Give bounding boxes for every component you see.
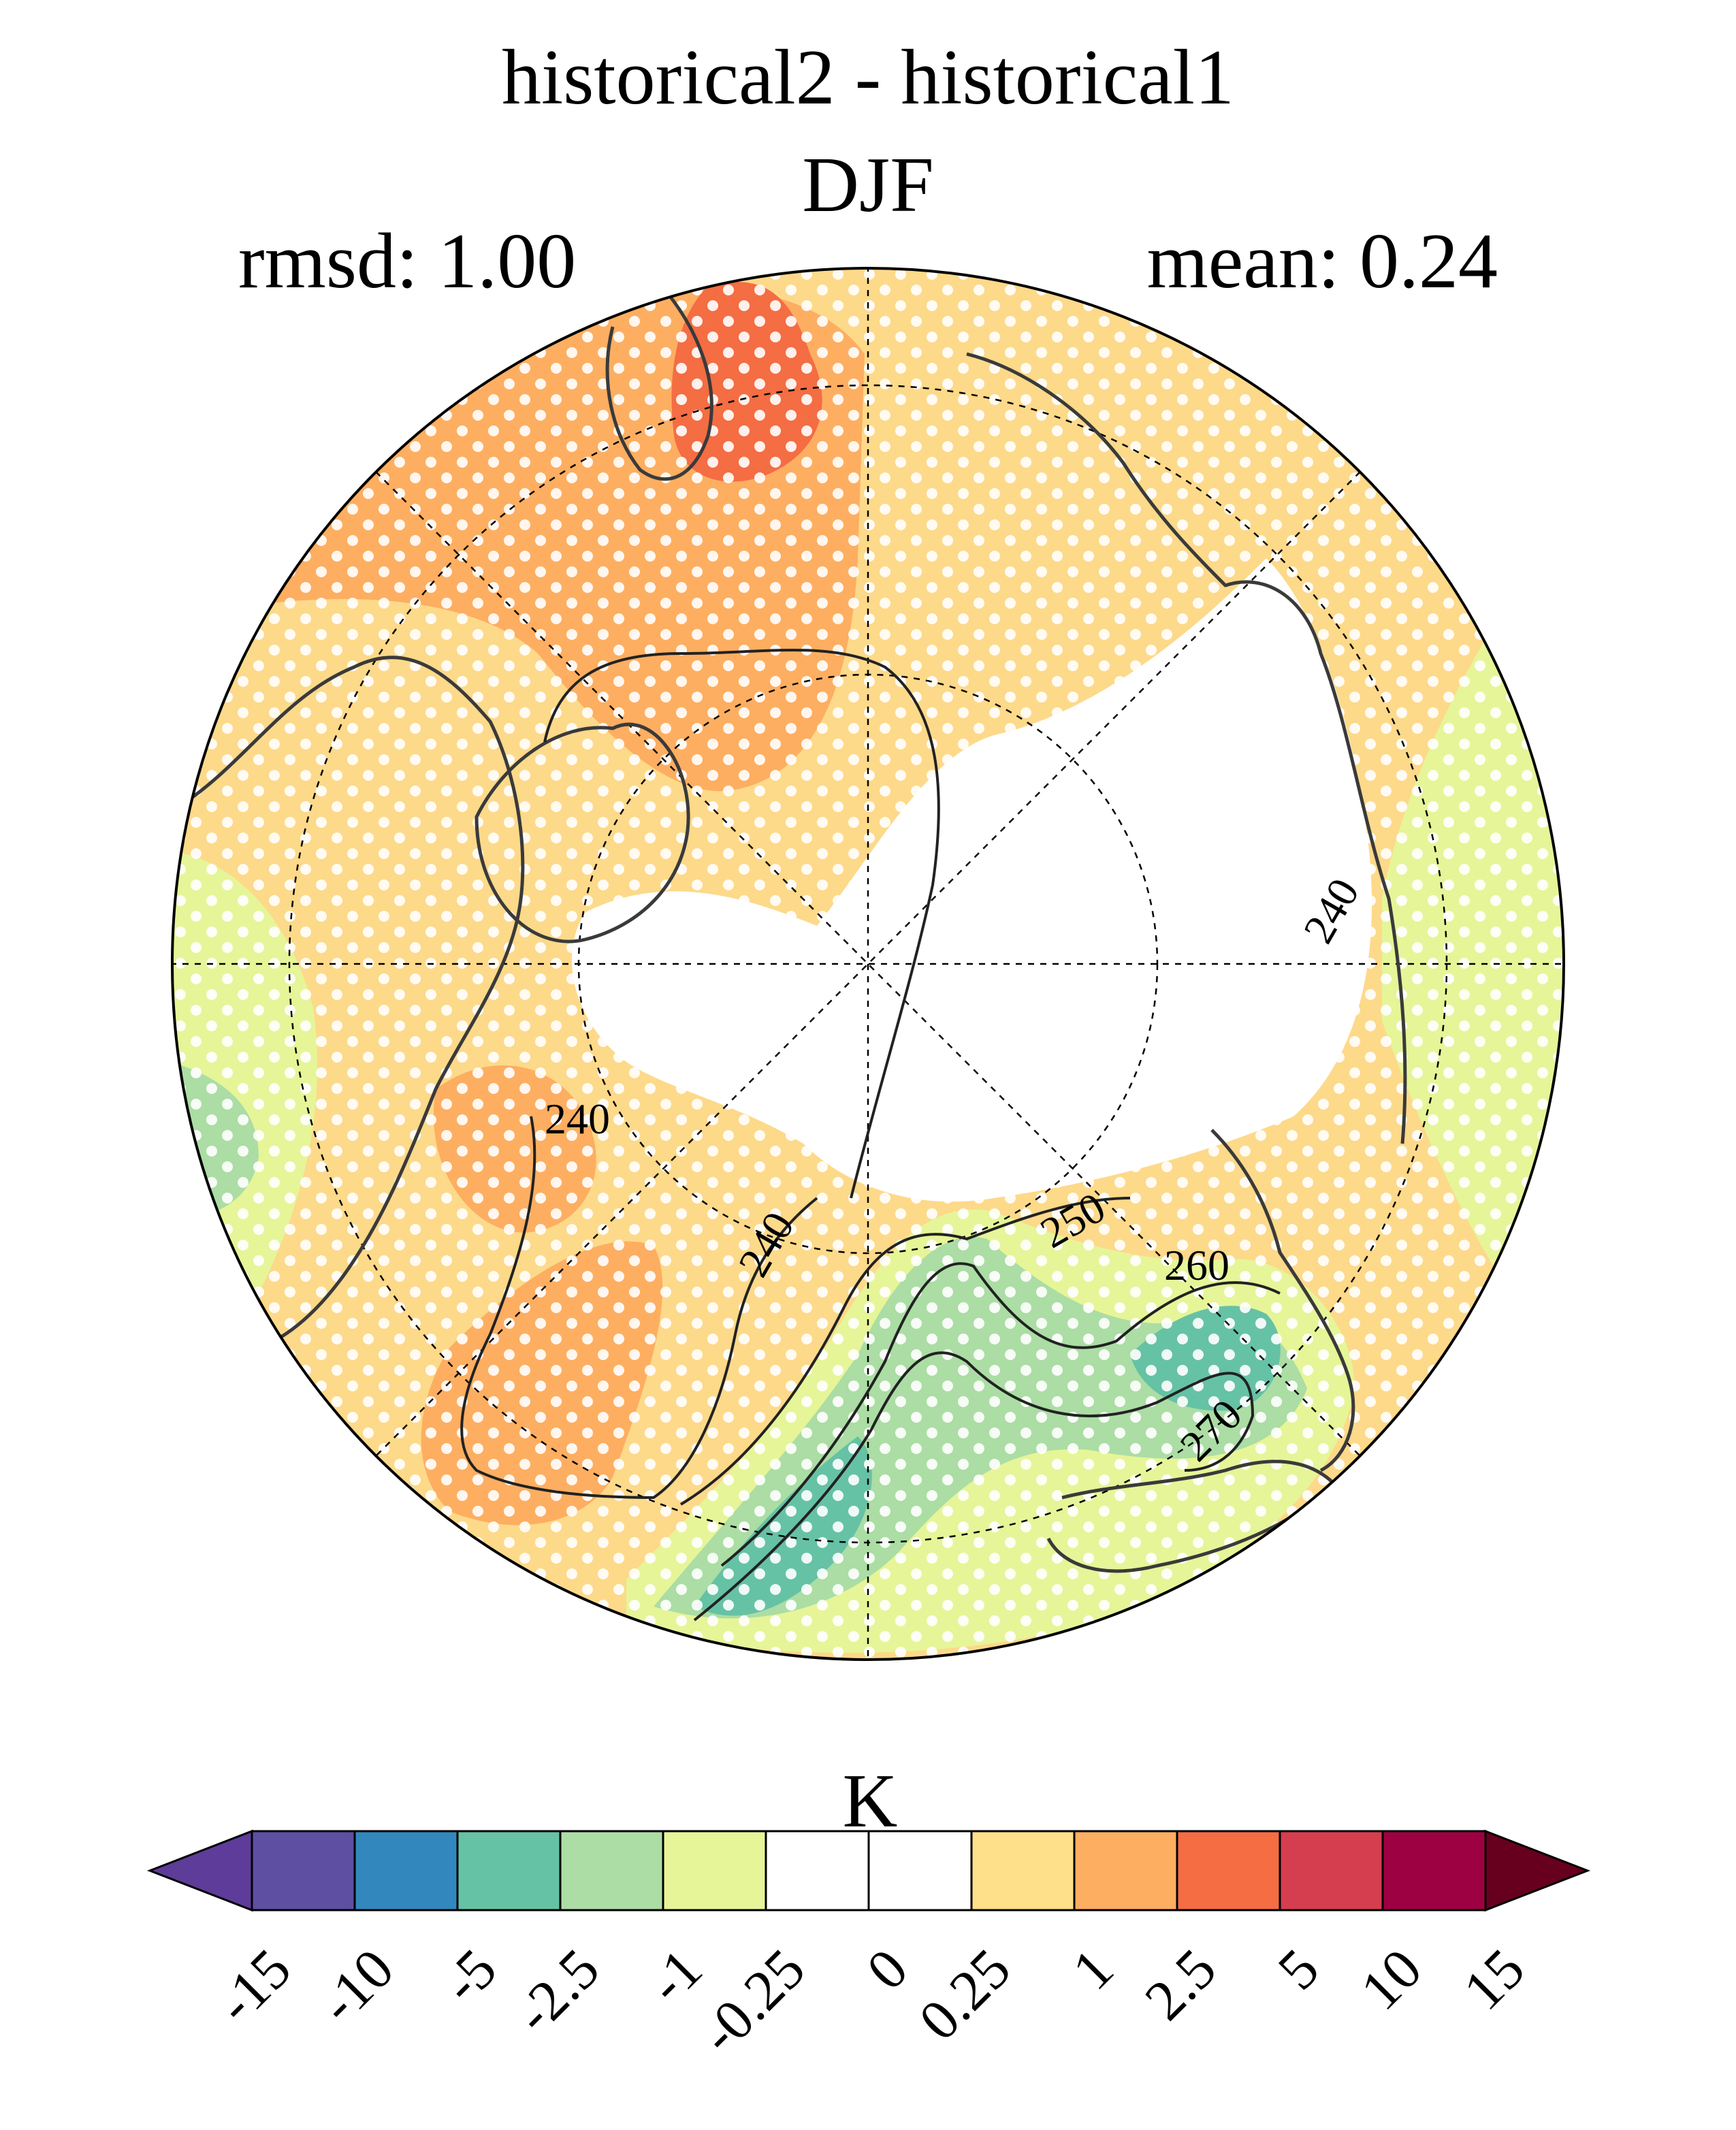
colorbar-tick-labels: -15 -10 -5-2.5 -1-0.25 00.25 1 2.5 5 10 15 <box>204 1937 1537 2066</box>
colorbar-tick-label: -15 <box>204 1937 303 2036</box>
colorbar-box <box>662 1830 767 1911</box>
colorbar-tick-label: 10 <box>1349 1937 1434 2022</box>
polar-map: 240 240 240 250 260 270 <box>171 267 1565 1661</box>
colorbar-box <box>1279 1830 1384 1911</box>
colorbar-extend-high <box>1484 1829 1591 1912</box>
colorbar-unit: K <box>842 1759 898 1843</box>
map-disc: 240 240 240 250 260 270 <box>172 268 1564 1660</box>
contour-250 <box>679 1197 1131 1506</box>
contour-260 <box>720 1262 1281 1567</box>
plot-title: historical2 - historical1 <box>502 34 1234 121</box>
contour-240-north <box>543 649 940 1199</box>
contour-label: 240 <box>545 1095 610 1143</box>
contour-label: 260 <box>1164 1241 1229 1289</box>
contour-270 <box>693 1351 1255 1621</box>
colorbar-box <box>970 1830 1076 1911</box>
contour-240-west <box>460 1116 818 1500</box>
colorbar-box <box>1381 1830 1487 1911</box>
season-label: DJF <box>802 142 934 229</box>
colorbar-tick-label: 0 <box>855 1937 920 2002</box>
colorbar-tick-label: 15 <box>1451 1937 1537 2022</box>
colorbar-extend-low <box>146 1829 253 1912</box>
colorbar-tick-label: 5 <box>1266 1937 1331 2002</box>
colorbar-box <box>1176 1830 1281 1911</box>
colorbar-box <box>251 1830 356 1911</box>
colorbar-box <box>353 1830 459 1911</box>
colorbar-box <box>1073 1830 1178 1911</box>
colorbar-tick-label: 2.5 <box>1133 1937 1228 2033</box>
colorbar-tick-label: 1 <box>1061 1937 1125 2002</box>
colorbar-box <box>456 1830 562 1911</box>
temperature-contours <box>460 649 1281 1621</box>
coastline-greenland <box>475 722 690 943</box>
colorbar-box <box>559 1830 664 1911</box>
coastline-north-america <box>182 656 525 1357</box>
colorbar-tick-label: -0.25 <box>688 1937 817 2066</box>
coastline-alaska <box>605 291 713 481</box>
colorbar-tick-label: 0.25 <box>907 1937 1023 2053</box>
mean-label: mean: 0.24 <box>1146 218 1498 305</box>
map-border <box>171 267 1565 1661</box>
coastline-siberia <box>966 352 1407 1144</box>
colorbar-tick-label: -10 <box>307 1937 406 2036</box>
colorbar-tick-label: -1 <box>636 1937 714 2016</box>
colorbar-tick-label: -5 <box>430 1937 509 2016</box>
coastline-scandinavia <box>1210 1129 1355 1472</box>
colorbar-tick-label: -2.5 <box>503 1937 612 2046</box>
rmsd-label: rmsd: 1.00 <box>238 218 577 305</box>
graticule <box>172 268 1564 1660</box>
